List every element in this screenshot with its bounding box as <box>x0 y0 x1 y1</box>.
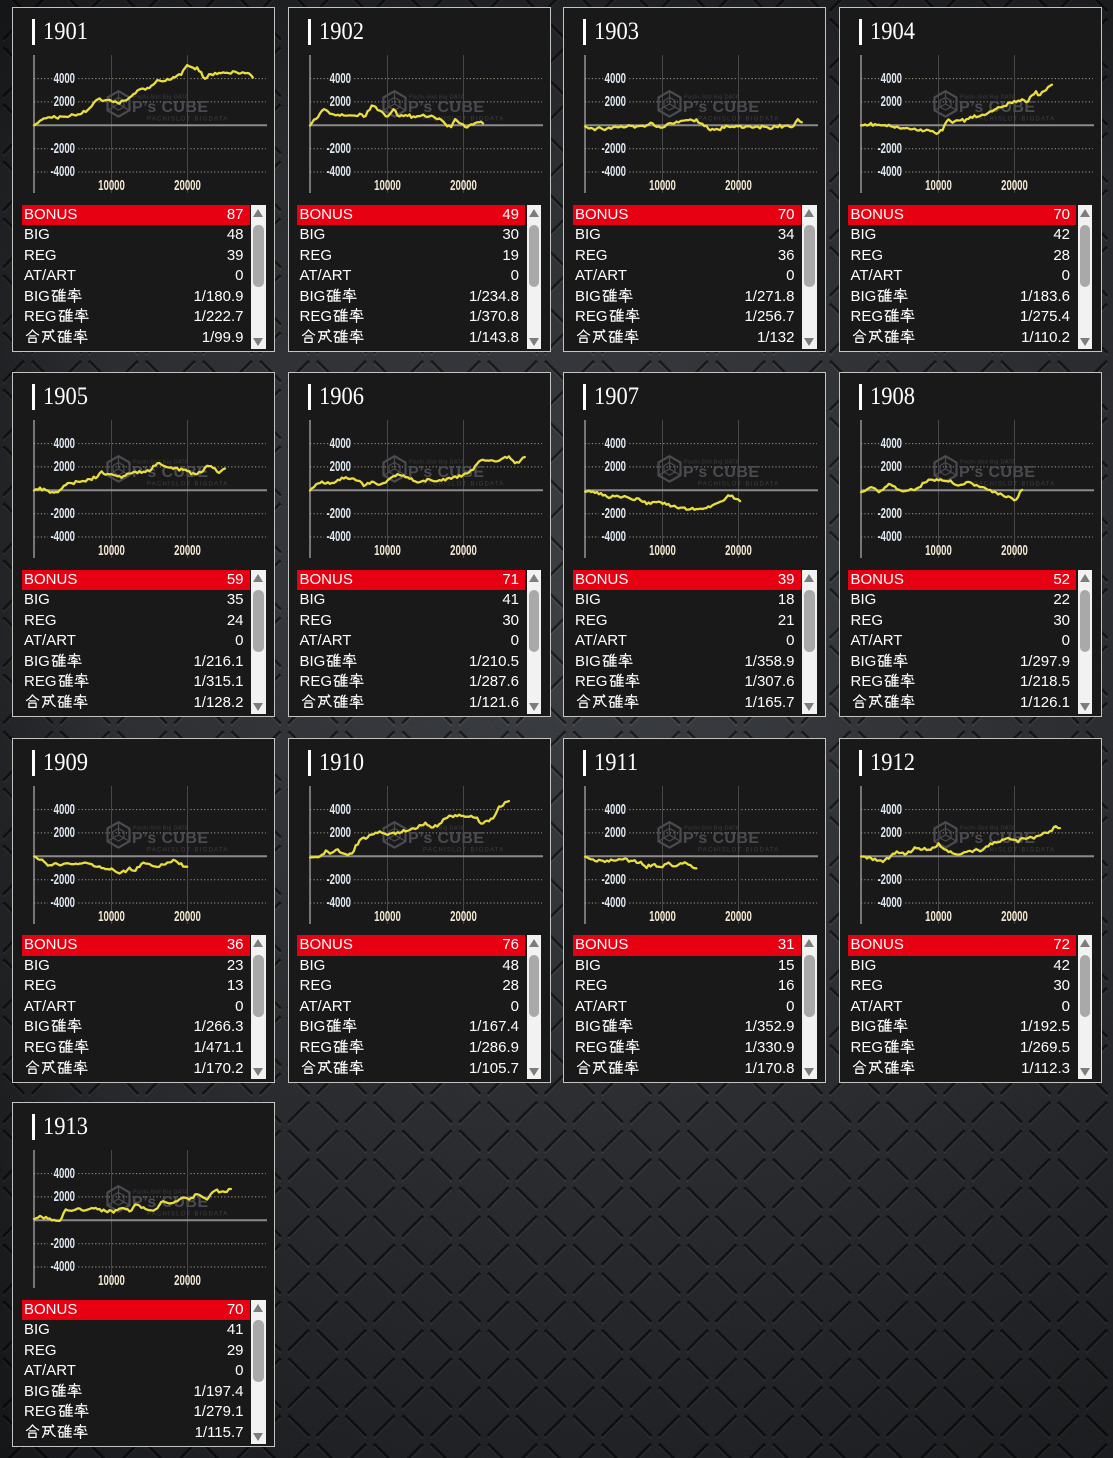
svg-text:20000: 20000 <box>1001 177 1028 194</box>
svg-text:-2000: -2000 <box>601 140 626 157</box>
svg-text:-4000: -4000 <box>601 528 626 545</box>
svg-text:-2000: -2000 <box>877 505 902 522</box>
svg-text:2000: 2000 <box>54 93 75 110</box>
svg-text:20000: 20000 <box>725 177 752 194</box>
svg-text:-2000: -2000 <box>50 505 75 522</box>
svg-text:10000: 10000 <box>98 907 125 924</box>
svg-text:10000: 10000 <box>374 177 401 194</box>
svg-text:20000: 20000 <box>1001 542 1028 559</box>
svg-text:20000: 20000 <box>174 542 201 559</box>
svg-text:-2000: -2000 <box>326 870 351 887</box>
svg-text:-2000: -2000 <box>877 870 902 887</box>
svg-text:4000: 4000 <box>605 70 626 87</box>
svg-text:10000: 10000 <box>925 542 952 559</box>
svg-text:2000: 2000 <box>605 823 626 840</box>
svg-text:10000: 10000 <box>925 177 952 194</box>
svg-text:10000: 10000 <box>98 1272 125 1289</box>
svg-text:-2000: -2000 <box>50 140 75 157</box>
svg-text:10000: 10000 <box>374 907 401 924</box>
svg-text:10000: 10000 <box>98 177 125 194</box>
svg-text:20000: 20000 <box>450 907 477 924</box>
svg-text:20000: 20000 <box>725 907 752 924</box>
svg-text:-4000: -4000 <box>877 528 902 545</box>
svg-text:-4000: -4000 <box>601 894 626 911</box>
svg-text:4000: 4000 <box>54 1165 75 1182</box>
svg-text:10000: 10000 <box>374 542 401 559</box>
svg-text:10000: 10000 <box>649 907 676 924</box>
svg-text:-2000: -2000 <box>877 140 902 157</box>
svg-text:-2000: -2000 <box>601 505 626 522</box>
svg-text:-4000: -4000 <box>50 163 75 180</box>
svg-text:2000: 2000 <box>54 1188 75 1205</box>
svg-text:20000: 20000 <box>450 542 477 559</box>
svg-text:4000: 4000 <box>54 70 75 87</box>
svg-text:2000: 2000 <box>54 823 75 840</box>
svg-text:4000: 4000 <box>54 800 75 817</box>
svg-text:-2000: -2000 <box>326 505 351 522</box>
svg-text:20000: 20000 <box>450 177 477 194</box>
svg-text:-4000: -4000 <box>877 894 902 911</box>
svg-text:2000: 2000 <box>329 93 350 110</box>
svg-text:-4000: -4000 <box>50 528 75 545</box>
svg-text:-4000: -4000 <box>601 163 626 180</box>
svg-text:4000: 4000 <box>329 435 350 452</box>
svg-text:-4000: -4000 <box>877 163 902 180</box>
svg-text:10000: 10000 <box>649 542 676 559</box>
svg-text:4000: 4000 <box>880 800 901 817</box>
svg-text:4000: 4000 <box>605 435 626 452</box>
svg-text:20000: 20000 <box>1001 907 1028 924</box>
svg-text:10000: 10000 <box>925 907 952 924</box>
svg-text:4000: 4000 <box>329 800 350 817</box>
svg-text:2000: 2000 <box>605 458 626 475</box>
svg-text:2000: 2000 <box>329 823 350 840</box>
svg-text:-2000: -2000 <box>326 140 351 157</box>
svg-text:-4000: -4000 <box>326 894 351 911</box>
svg-text:10000: 10000 <box>98 542 125 559</box>
svg-text:4000: 4000 <box>54 435 75 452</box>
svg-text:-4000: -4000 <box>50 1258 75 1275</box>
svg-text:4000: 4000 <box>880 435 901 452</box>
svg-text:-4000: -4000 <box>326 528 351 545</box>
svg-text:2000: 2000 <box>880 823 901 840</box>
svg-text:2000: 2000 <box>880 93 901 110</box>
svg-text:-4000: -4000 <box>50 894 75 911</box>
svg-text:2000: 2000 <box>54 458 75 475</box>
svg-text:20000: 20000 <box>174 177 201 194</box>
svg-text:-2000: -2000 <box>50 870 75 887</box>
svg-text:2000: 2000 <box>329 458 350 475</box>
svg-text:20000: 20000 <box>725 542 752 559</box>
svg-text:20000: 20000 <box>174 1272 201 1289</box>
svg-text:4000: 4000 <box>880 70 901 87</box>
svg-text:2000: 2000 <box>880 458 901 475</box>
svg-text:2000: 2000 <box>605 93 626 110</box>
svg-text:10000: 10000 <box>649 177 676 194</box>
svg-text:4000: 4000 <box>329 70 350 87</box>
svg-text:-2000: -2000 <box>601 870 626 887</box>
svg-text:-2000: -2000 <box>50 1235 75 1252</box>
svg-text:-4000: -4000 <box>326 163 351 180</box>
svg-text:4000: 4000 <box>605 800 626 817</box>
svg-text:20000: 20000 <box>174 907 201 924</box>
